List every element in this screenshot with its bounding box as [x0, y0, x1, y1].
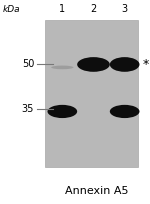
Text: Annexin A5: Annexin A5 — [65, 186, 128, 196]
FancyBboxPatch shape — [45, 20, 138, 167]
Ellipse shape — [51, 65, 74, 69]
Ellipse shape — [48, 105, 77, 118]
Text: 35: 35 — [22, 103, 34, 114]
Text: *: * — [142, 58, 149, 71]
Text: kDa: kDa — [3, 5, 21, 14]
Ellipse shape — [77, 57, 110, 72]
Ellipse shape — [110, 57, 140, 72]
Text: 3: 3 — [122, 4, 128, 14]
Ellipse shape — [110, 105, 140, 118]
Text: 1: 1 — [59, 4, 65, 14]
Text: 50: 50 — [22, 59, 34, 70]
Text: 2: 2 — [90, 4, 97, 14]
